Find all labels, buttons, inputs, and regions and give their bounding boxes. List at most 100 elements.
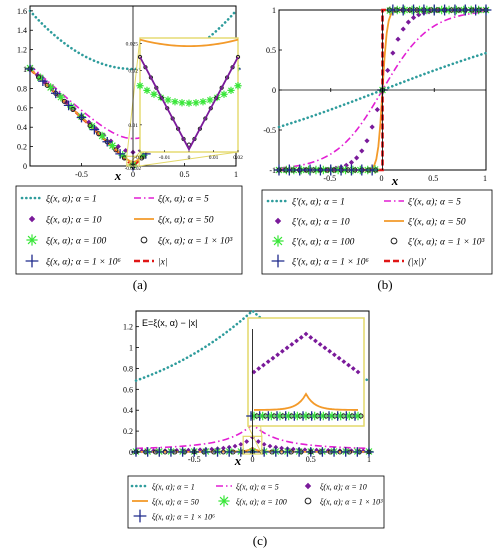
point-alpha-1e6 [470, 4, 482, 16]
legend-label: ξ′(x, α); α = 5 [408, 197, 461, 208]
point-alpha-10 [374, 106, 380, 113]
point-alpha-1e3 [36, 74, 42, 80]
y-tick-label: 0.6 [17, 104, 27, 113]
panel-a: -0.02-0.0100.010.020.010.020.025-0.020.0… [15, 5, 243, 292]
panel-b-xlabel: x [391, 173, 399, 188]
point-alpha-1e6 [50, 88, 61, 99]
inset-point-alpha-100 [206, 96, 214, 104]
x-tick-label: 0 [251, 455, 255, 464]
legend-swatch [304, 497, 312, 505]
legend-entry: ξ(x, α); α = 100 [218, 495, 287, 507]
x-tick-label: -0.5 [188, 455, 201, 464]
legend-swatch [274, 217, 282, 225]
legend-frame [261, 189, 493, 275]
legend-swatch [133, 509, 147, 523]
inset-x-tick-label: 0.02 [233, 155, 243, 161]
y-tick-label: 1.2 [123, 323, 133, 332]
legend-swatch [304, 482, 312, 490]
x-tick-label: 0.5 [180, 170, 190, 179]
y-tick-label: 0 [23, 162, 27, 171]
legend-entry: ξ′(x, α); α = 100 [272, 235, 355, 248]
point-alpha-1e6 [459, 4, 471, 16]
point-alpha-10 [238, 441, 244, 447]
y-tick-label: 0 [129, 448, 133, 457]
zoom-tick-label: 0.02 [132, 167, 141, 172]
legend-entry: ξ′(x, α); α = 1 × 10⁶ [271, 254, 369, 268]
point-alpha-1e6 [329, 447, 339, 457]
panel-a-xlabel: x [114, 168, 122, 183]
point-alpha-1e6 [408, 4, 419, 16]
panel-b: -1-0.500.51-0.5 0 0.5 1 x ξ′(x, α); α = 1 ξ′… [261, 4, 493, 292]
point-alpha-1e6 [352, 447, 363, 457]
point-alpha-1e6 [224, 447, 234, 457]
inset-point-alpha-100 [227, 86, 235, 95]
point-alpha-1e6 [115, 149, 125, 159]
point-alpha-10 [359, 148, 365, 154]
legend-swatch [28, 215, 36, 223]
legend-label: ξ(x, α); α = 1 × 10³ [320, 498, 383, 507]
legend-entry: (|x|)′ [384, 257, 427, 268]
inset-point-alpha-10 [261, 362, 266, 368]
legend-entry: ξ(x, α); α = 1 [130, 483, 195, 492]
series-alpha-5 [29, 64, 237, 140]
legend-entry: ξ(x, α); α = 1 × 10⁶ [133, 509, 215, 523]
inset-y-tick-label: 0.025 [126, 41, 139, 47]
legend-label: ξ′(x, α); α = 10 [292, 217, 350, 228]
legend-entry: ξ(x, α); α = 10 [304, 482, 367, 492]
panel-c-title: E=ξ(x, α) − |x| [142, 318, 197, 328]
legend-entry: |x| [134, 258, 167, 268]
point-alpha-1e6 [428, 4, 440, 16]
y-tick-label: 0.5 [266, 46, 276, 55]
legend-entry: ξ(x, α); α = 5 [216, 483, 279, 492]
point-alpha-10 [220, 445, 226, 451]
legend-label: ξ′(x, α); α = 1 [292, 197, 345, 208]
inset-x-tick-label: 0 [188, 155, 191, 161]
legend-swatch [390, 237, 398, 245]
point-alpha-1e6 [340, 447, 351, 457]
point-alpha-1e3 [61, 98, 67, 104]
point-alpha-10 [416, 12, 422, 18]
inset-point-alpha-10 [289, 341, 295, 347]
point-alpha-1e6 [366, 164, 378, 176]
legend-label: ξ(x, α); α = 1 [46, 194, 97, 205]
inset-point-alpha-10 [313, 338, 318, 344]
x-tick-label: 1 [483, 174, 487, 183]
y-tick-label: 0.4 [17, 123, 27, 132]
legend-label: |x| [158, 258, 167, 268]
panel-c: 0 0.2 0.4 0.6 0.8 1 1.2 -0.5 0 0.5 1 E=ξ(x, α) − |… [123, 309, 385, 548]
inset-point-alpha-100 [192, 99, 200, 107]
point-alpha-10 [348, 159, 355, 166]
legend-label: ξ′(x, α); α = 1 × 10³ [408, 237, 485, 248]
legend-swatch [271, 254, 285, 268]
point-alpha-1e6 [480, 4, 492, 16]
x-tick-label: -0.5 [323, 174, 336, 183]
point-alpha-1e3 [70, 106, 76, 113]
point-alpha-1e6 [439, 4, 451, 16]
legend-entry: ξ′(x, α); α = 50 [384, 217, 466, 228]
zoom-tick-label: -0.02 [125, 167, 136, 172]
point-alpha-10 [400, 26, 406, 32]
point-alpha-1e6 [335, 164, 347, 176]
legend-label: ξ(x, α); α = 10 [320, 483, 367, 492]
inset-point-alpha-100 [150, 90, 158, 98]
point-alpha-10 [405, 19, 411, 25]
point-alpha-1e6 [418, 4, 430, 16]
panel-c-xlabel: x [234, 453, 242, 468]
legend-entry: ξ(x, α); α = 100 [26, 234, 107, 247]
y-tick-label: 1 [272, 6, 276, 15]
x-tick-label: 0 [131, 170, 135, 179]
inset-point-alpha-10 [331, 352, 337, 358]
legend-entry: ξ(x, α); α = 1 × 10⁶ [25, 254, 121, 268]
point-alpha-10 [354, 155, 360, 161]
inset-point-alpha-10 [317, 341, 323, 347]
point-alpha-10 [267, 443, 273, 449]
y-tick-label: 0.4 [123, 406, 133, 415]
legend-label: ξ′(x, α); α = 100 [292, 237, 355, 248]
legend-entry: ξ(x, α); α = 50 [134, 215, 214, 226]
point-alpha-1e3 [113, 147, 119, 153]
inset-point-alpha-10 [270, 355, 276, 361]
inset-point-alpha-100 [178, 99, 186, 107]
point-alpha-10 [162, 448, 168, 454]
point-alpha-1e6 [283, 164, 295, 176]
y-tick-label: 0.2 [17, 143, 27, 152]
